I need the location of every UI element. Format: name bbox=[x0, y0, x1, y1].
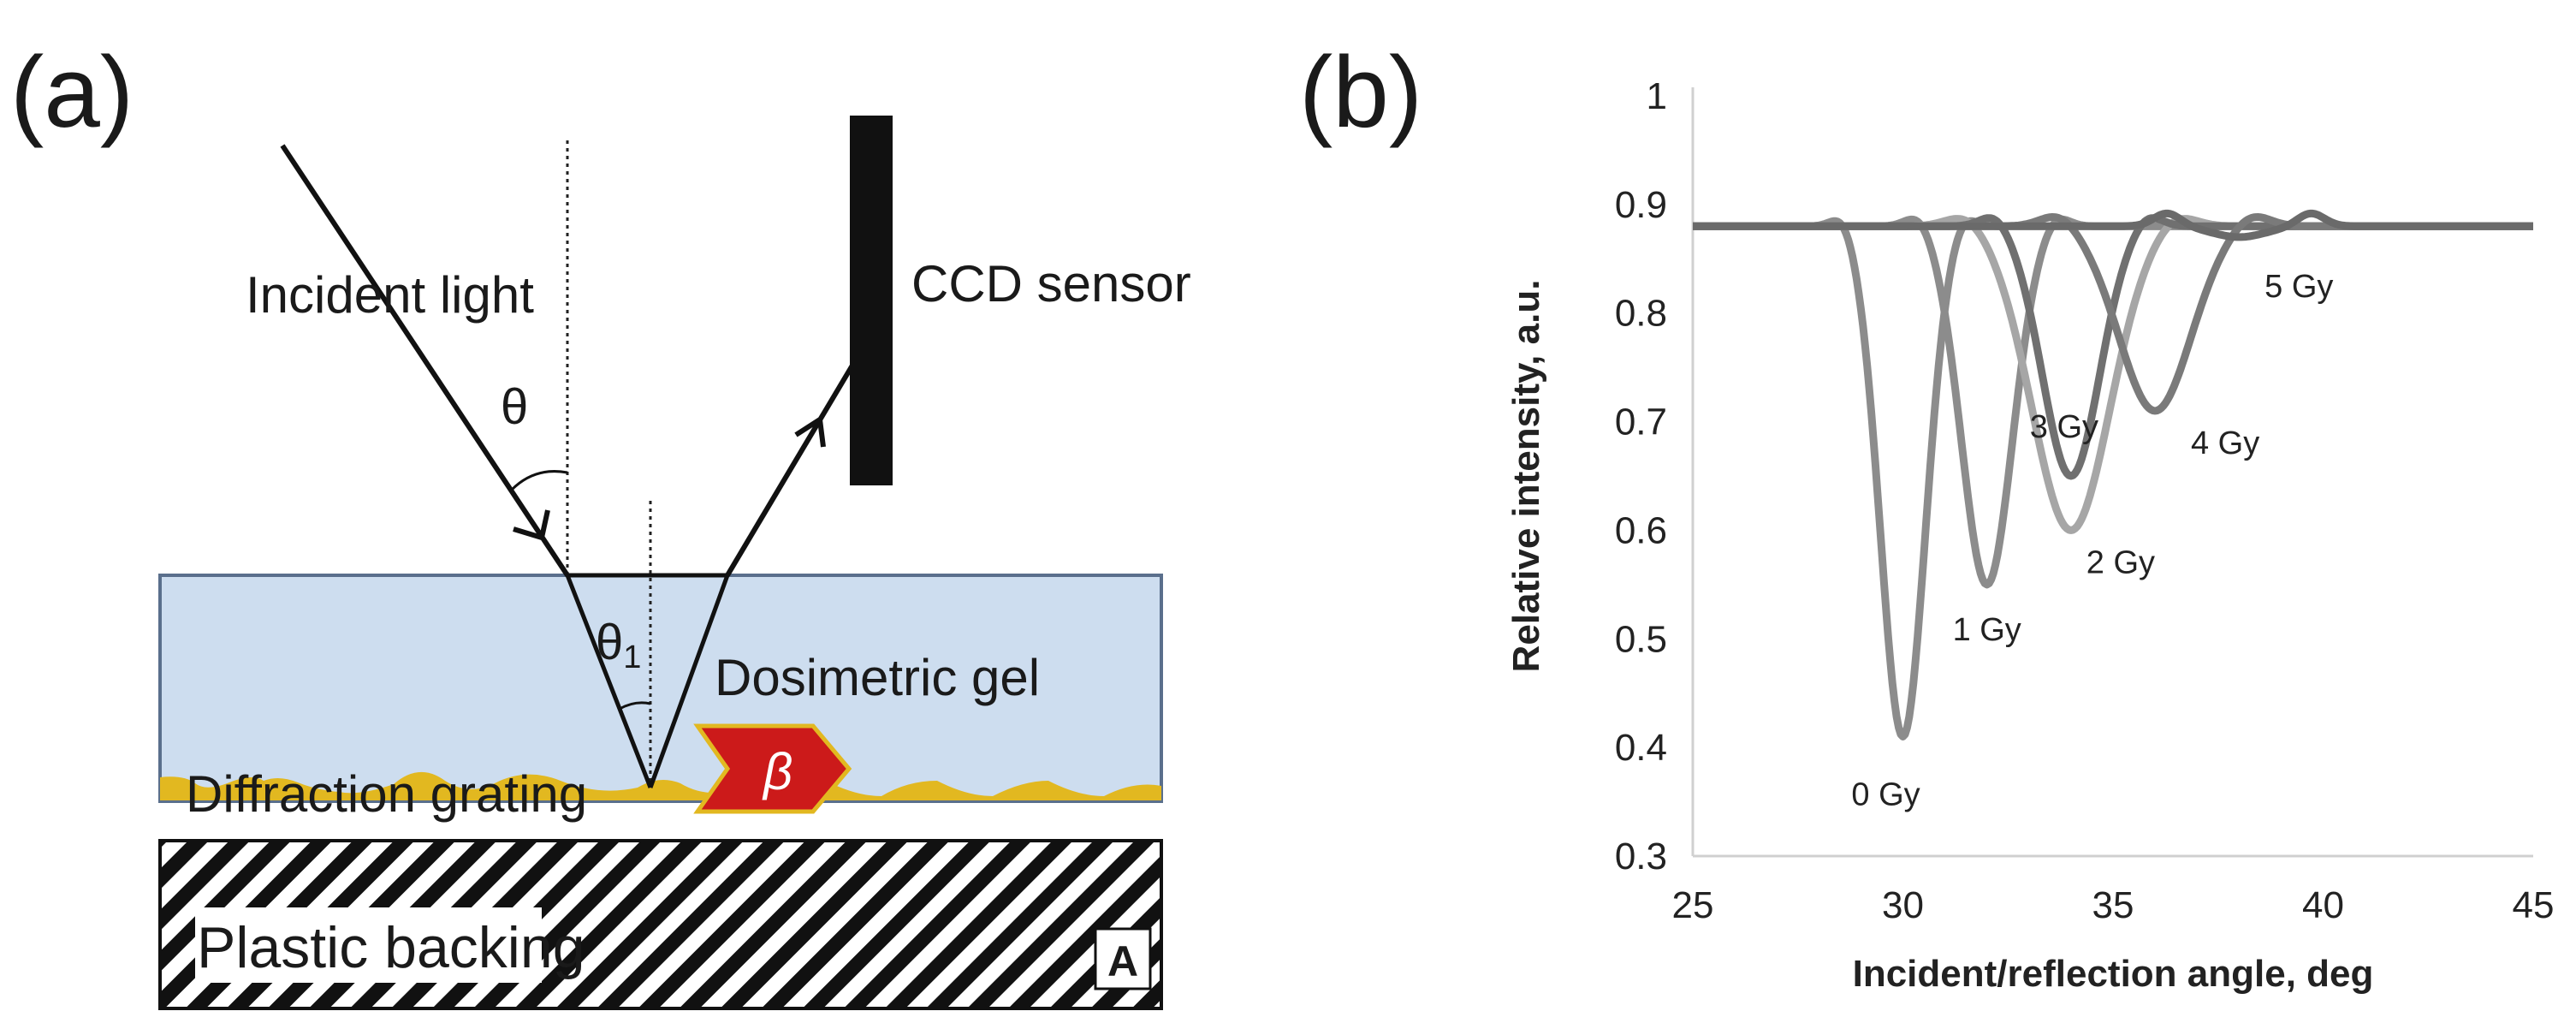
chart-series-group bbox=[1691, 209, 2535, 741]
ccd-sensor bbox=[850, 116, 893, 485]
incident-light-label: Incident light bbox=[246, 266, 534, 324]
series-annotation: 4 Gy bbox=[2191, 425, 2259, 461]
x-axis-title: Incident/reflection angle, deg bbox=[1853, 953, 2374, 995]
incident-ray bbox=[280, 144, 570, 577]
dosimetric-gel-label: Dosimetric gel bbox=[715, 649, 1040, 706]
x-tick-label: 30 bbox=[1882, 884, 1924, 926]
series-line-5 bbox=[1691, 209, 2535, 241]
series-line-3 bbox=[1691, 214, 2535, 480]
y-tick-label: 0.7 bbox=[1615, 401, 1667, 443]
beta-symbol: β bbox=[762, 743, 792, 800]
theta1-label: θ1 bbox=[596, 615, 641, 675]
series-annotation: 5 Gy bbox=[2264, 269, 2333, 305]
chart-axes: 25 30 35 40 45 0.3 0.4 0.5 0.6 0.7 0.8 0.9 1 bbox=[1615, 75, 2555, 926]
theta-label: θ bbox=[501, 379, 528, 435]
diffraction-grating-label: Diffraction grating bbox=[186, 765, 587, 823]
y-tick-label: 1 bbox=[1647, 75, 1667, 117]
chart-annotations: 0 Gy 1 Gy 2 Gy 3 Gy 4 Gy 5 Gy bbox=[1851, 269, 2333, 813]
refracted-ray-down bbox=[565, 574, 653, 788]
beta-particle-arrow bbox=[693, 723, 852, 814]
series-annotation: 0 Gy bbox=[1851, 776, 1920, 812]
theta-arc bbox=[510, 470, 568, 491]
incident-arrowhead bbox=[513, 509, 550, 540]
refracted-ray-up bbox=[648, 574, 730, 788]
y-tick-label: 0.3 bbox=[1615, 836, 1667, 877]
y-tick-label: 0.9 bbox=[1615, 184, 1667, 226]
corner-mark: A bbox=[1107, 937, 1138, 985]
series-annotation: 2 Gy bbox=[2086, 544, 2155, 580]
panel-a-label: (a) bbox=[10, 36, 134, 149]
plastic-backing-label: Plastic backing bbox=[197, 915, 585, 980]
plastic-backing-label-bg bbox=[195, 907, 542, 983]
y-tick-label: 0.5 bbox=[1615, 618, 1667, 660]
series-annotation: 1 Gy bbox=[1953, 612, 2021, 648]
y-tick-label: 0.8 bbox=[1615, 293, 1667, 335]
theta1-arc bbox=[619, 701, 651, 711]
y-tick-label: 0.6 bbox=[1615, 509, 1667, 551]
diffraction-grating-layer bbox=[160, 771, 1161, 800]
sensor-diagram: Plastic backing A Diffraction grating Do… bbox=[158, 116, 1191, 1010]
x-tick-label: 40 bbox=[2302, 884, 2344, 926]
corner-mark-box bbox=[1094, 927, 1152, 990]
reflected-ray bbox=[725, 358, 858, 577]
y-tick-label: 0.4 bbox=[1615, 727, 1667, 769]
series-line-2 bbox=[1691, 215, 2535, 534]
ccd-sensor-label: CCD sensor bbox=[911, 255, 1191, 312]
x-tick-label: 25 bbox=[1672, 884, 1714, 926]
y-axis-title: Relative intensity, a.u. bbox=[1505, 280, 1547, 673]
x-tick-label: 35 bbox=[2092, 884, 2134, 926]
x-tick-label: 45 bbox=[2513, 884, 2555, 926]
panel-b-label: (b) bbox=[1299, 36, 1423, 149]
reflected-arrowhead bbox=[794, 417, 826, 448]
series-annotation: 3 Gy bbox=[2030, 409, 2098, 445]
